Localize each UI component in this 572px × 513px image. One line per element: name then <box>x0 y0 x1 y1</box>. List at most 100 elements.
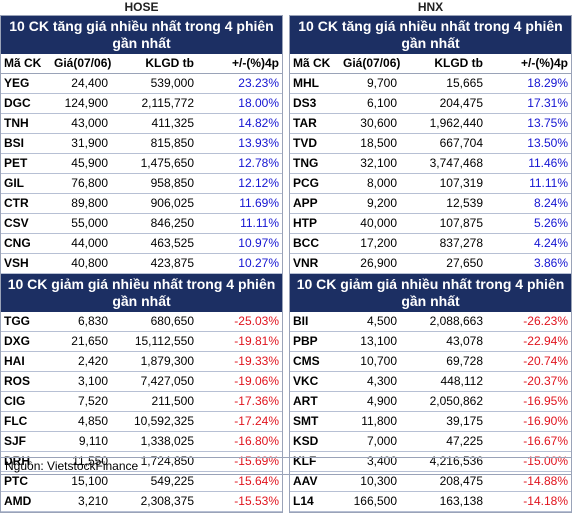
change-cell: 18.00% <box>197 93 282 114</box>
header-ticker: Mã CK <box>1 54 51 74</box>
price-cell: 9,200 <box>340 193 400 214</box>
hose-gainers-rows: YEG 24,400 539,000 23.23% DGC 124,900 2,115,77… <box>1 73 282 274</box>
header-volume: KLGD tb <box>111 54 197 74</box>
volume-cell: 27,650 <box>400 253 486 274</box>
price-cell: 8,000 <box>340 173 400 194</box>
volume-cell: 107,319 <box>400 173 486 194</box>
volume-cell: 1,338,025 <box>111 431 197 452</box>
ticker-cell: TVD <box>290 133 340 154</box>
price-cell: 7,000 <box>340 431 400 452</box>
table-row: SMT 11,800 39,175 -16.90% <box>290 411 571 432</box>
change-cell: -16.90% <box>486 411 571 432</box>
ticker-cell: TAR <box>290 113 340 134</box>
change-cell: 11.11% <box>197 213 282 234</box>
volume-cell: 1,879,300 <box>111 351 197 372</box>
table-row: TNG 32,100 3,747,468 11.46% <box>290 153 571 174</box>
ticker-cell: FLC <box>1 411 51 432</box>
price-cell: 6,830 <box>51 312 111 332</box>
ticker-cell: BSI <box>1 133 51 154</box>
volume-cell: 12,539 <box>400 193 486 214</box>
volume-cell: 15,665 <box>400 73 486 94</box>
change-cell: -17.36% <box>197 391 282 412</box>
change-cell: 11.69% <box>197 193 282 214</box>
ticker-cell: CNG <box>1 233 51 254</box>
ticker-cell: MHL <box>290 73 340 94</box>
hose-gainers-title: 10 CK tăng giá nhiều nhất trong 4 phiên … <box>1 16 282 54</box>
change-cell: 11.11% <box>486 173 571 194</box>
price-cell: 11,800 <box>340 411 400 432</box>
change-cell: 18.29% <box>486 73 571 94</box>
change-cell: 4.24% <box>486 233 571 254</box>
volume-cell: 423,875 <box>111 253 197 274</box>
volume-cell: 10,592,325 <box>111 411 197 432</box>
price-cell: 17,200 <box>340 233 400 254</box>
ticker-cell: CSV <box>1 213 51 234</box>
ticker-cell: L14 <box>290 491 340 512</box>
price-cell: 30,600 <box>340 113 400 134</box>
price-cell: 55,000 <box>51 213 111 234</box>
ticker-cell: HAI <box>1 351 51 372</box>
volume-cell: 2,115,772 <box>111 93 197 114</box>
ticker-cell: VSH <box>1 253 51 274</box>
hose-losers-rows: TGG 6,830 680,650 -25.03% DXG 21,650 15,112,55… <box>1 312 282 512</box>
volume-cell: 815,850 <box>111 133 197 154</box>
price-cell: 40,000 <box>340 213 400 234</box>
change-cell: -17.24% <box>197 411 282 432</box>
price-cell: 18,500 <box>340 133 400 154</box>
header-change: +/-(%)4p <box>486 54 571 74</box>
table-row: GIL 76,800 958,850 12.12% <box>1 173 282 194</box>
ticker-cell: CMS <box>290 351 340 372</box>
price-cell: 4,900 <box>340 391 400 412</box>
table-row: TVD 18,500 667,704 13.50% <box>290 133 571 154</box>
table-row: AMD 3,210 2,308,375 -15.53% <box>1 491 282 512</box>
volume-cell: 448,112 <box>400 371 486 392</box>
price-cell: 26,900 <box>340 253 400 274</box>
price-cell: 45,900 <box>51 153 111 174</box>
volume-cell: 906,025 <box>111 193 197 214</box>
change-cell: -20.37% <box>486 371 571 392</box>
header-change: +/-(%)4p <box>197 54 282 74</box>
change-cell: -16.80% <box>197 431 282 452</box>
table-row: HAI 2,420 1,879,300 -19.33% <box>1 351 282 372</box>
price-cell: 76,800 <box>51 173 111 194</box>
table-row: PET 45,900 1,475,650 12.78% <box>1 153 282 174</box>
price-cell: 9,110 <box>51 431 111 452</box>
table-row: CIG 7,520 211,500 -17.36% <box>1 391 282 412</box>
price-cell: 4,500 <box>340 312 400 332</box>
volume-cell: 69,728 <box>400 351 486 372</box>
table-row: BSI 31,900 815,850 13.93% <box>1 133 282 154</box>
hose-exchange-label: HOSE <box>124 0 159 14</box>
table-row: ART 4,900 2,050,862 -16.95% <box>290 391 571 412</box>
volume-cell: 667,704 <box>400 133 486 154</box>
volume-cell: 463,525 <box>111 233 197 254</box>
table-row: FLC 4,850 10,592,325 -17.24% <box>1 411 282 432</box>
price-cell: 166,500 <box>340 491 400 512</box>
table-row: KLF 3,400 4,216,536 -15.00% <box>290 451 571 472</box>
table-row: HTP 40,000 107,875 5.26% <box>290 213 571 234</box>
price-cell: 21,650 <box>51 331 111 352</box>
ticker-cell: AMD <box>1 491 51 512</box>
volume-cell: 680,650 <box>111 312 197 332</box>
price-cell: 32,100 <box>340 153 400 174</box>
ticker-cell: DXG <box>1 331 51 352</box>
hose-losers-title: 10 CK giảm giá nhiều nhất trong 4 phiên … <box>1 274 282 312</box>
table-row: CNG 44,000 463,525 10.97% <box>1 233 282 254</box>
change-cell: 5.26% <box>486 213 571 234</box>
change-cell: -25.03% <box>197 312 282 332</box>
source-note: Nguồn: VietstockFinance <box>0 457 572 475</box>
ticker-cell: SMT <box>290 411 340 432</box>
price-cell: 44,000 <box>51 233 111 254</box>
volume-cell: 2,050,862 <box>400 391 486 412</box>
hnx-gainers-table: Mã CK Giá(07/06) KLGD tb +/-(%)4p MHL 9,7… <box>290 54 571 274</box>
price-cell: 10,700 <box>340 351 400 372</box>
ticker-cell: HTP <box>290 213 340 234</box>
volume-cell: 1,475,650 <box>111 153 197 174</box>
ticker-cell: SJF <box>1 431 51 452</box>
price-cell: 9,700 <box>340 73 400 94</box>
change-cell: 13.93% <box>197 133 282 154</box>
ticker-cell: ART <box>290 391 340 412</box>
ticker-cell: VNR <box>290 253 340 274</box>
volume-cell: 411,325 <box>111 113 197 134</box>
volume-cell: 958,850 <box>111 173 197 194</box>
header-ticker: Mã CK <box>290 54 340 74</box>
